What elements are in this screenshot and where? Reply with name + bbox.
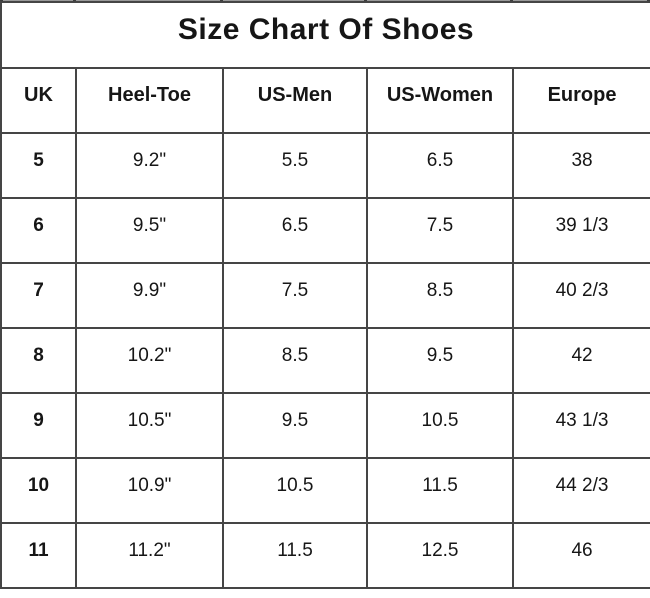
table-title: Size Chart Of Shoes xyxy=(0,1,650,69)
column-header-uk: UK xyxy=(0,67,77,134)
table-row: 6 9.5" 6.5 7.5 39 1/3 xyxy=(0,197,650,264)
cell-europe: 43 1/3 xyxy=(511,392,650,459)
cell-uk: 8 xyxy=(0,327,77,394)
cell-europe: 44 2/3 xyxy=(511,457,650,524)
cell-us-men: 11.5 xyxy=(222,522,368,589)
cell-europe: 39 1/3 xyxy=(511,197,650,264)
cell-uk: 11 xyxy=(0,522,77,589)
cell-uk: 6 xyxy=(0,197,77,264)
cell-europe: 38 xyxy=(511,132,650,199)
table-row: 10 10.9" 10.5 11.5 44 2/3 xyxy=(0,457,650,524)
table-row: 5 9.2" 5.5 6.5 38 xyxy=(0,132,650,199)
cell-uk: 7 xyxy=(0,262,77,329)
cell-us-men: 9.5 xyxy=(222,392,368,459)
cell-us-women: 11.5 xyxy=(366,457,514,524)
cell-heel-toe: 10.5" xyxy=(75,392,224,459)
column-header-heel-toe: Heel-Toe xyxy=(75,67,224,134)
column-header-europe: Europe xyxy=(511,67,650,134)
cell-us-women: 8.5 xyxy=(366,262,514,329)
cropped-row-remnant-line xyxy=(0,0,650,2)
cell-europe: 40 2/3 xyxy=(511,262,650,329)
cell-heel-toe: 10.2" xyxy=(75,327,224,394)
table-row: 8 10.2" 8.5 9.5 42 xyxy=(0,327,650,394)
cell-europe: 42 xyxy=(511,327,650,394)
cell-uk: 9 xyxy=(0,392,77,459)
cell-us-women: 6.5 xyxy=(366,132,514,199)
table-row: 11 11.2" 11.5 12.5 46 xyxy=(0,522,650,589)
cell-heel-toe: 9.9" xyxy=(75,262,224,329)
column-header-us-women: US-Women xyxy=(366,67,514,134)
cell-uk: 10 xyxy=(0,457,77,524)
cell-heel-toe: 9.2" xyxy=(75,132,224,199)
cell-us-women: 7.5 xyxy=(366,197,514,264)
table-row: 9 10.5" 9.5 10.5 43 1/3 xyxy=(0,392,650,459)
column-header-us-men: US-Men xyxy=(222,67,368,134)
cell-uk: 5 xyxy=(0,132,77,199)
cell-us-men: 7.5 xyxy=(222,262,368,329)
cell-us-women: 10.5 xyxy=(366,392,514,459)
cell-heel-toe: 9.5" xyxy=(75,197,224,264)
title-row: Size Chart Of Shoes xyxy=(0,1,650,69)
header-row: UK Heel-Toe US-Men US-Women Europe xyxy=(0,67,650,134)
cell-us-men: 8.5 xyxy=(222,327,368,394)
cell-heel-toe: 11.2" xyxy=(75,522,224,589)
cell-us-women: 9.5 xyxy=(366,327,514,394)
cell-europe: 46 xyxy=(511,522,650,589)
table-row: 7 9.9" 7.5 8.5 40 2/3 xyxy=(0,262,650,329)
cell-us-men: 6.5 xyxy=(222,197,368,264)
cell-us-men: 5.5 xyxy=(222,132,368,199)
cell-us-men: 10.5 xyxy=(222,457,368,524)
cell-us-women: 12.5 xyxy=(366,522,514,589)
cell-heel-toe: 10.9" xyxy=(75,457,224,524)
